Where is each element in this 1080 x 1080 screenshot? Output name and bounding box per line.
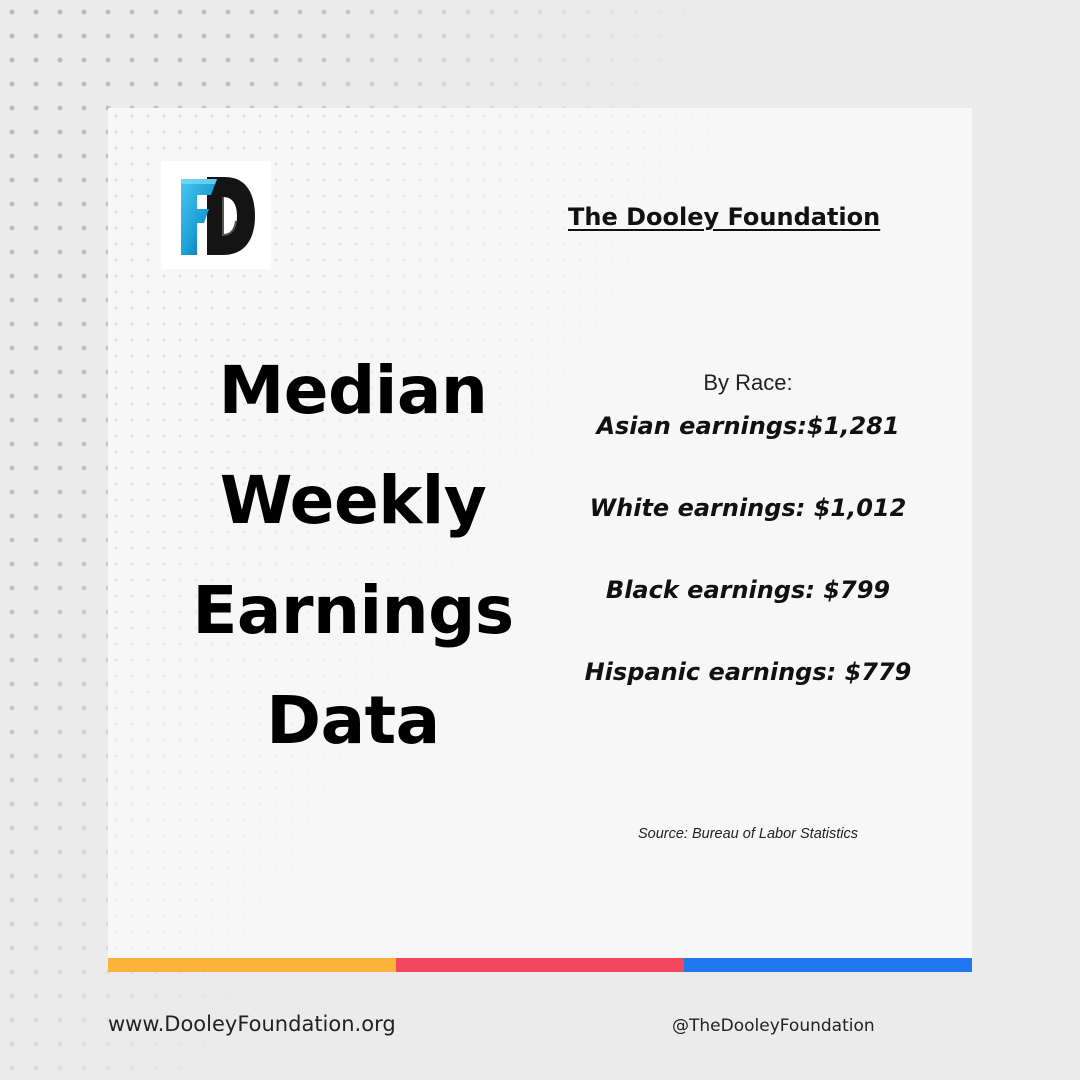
website-link[interactable]: www.DooleyFoundation.org bbox=[108, 1012, 396, 1036]
headline: Median Weekly Earnings Data bbox=[148, 336, 558, 776]
stat-hispanic-earnings: Hispanic earnings: $779 bbox=[584, 658, 912, 686]
color-stripe bbox=[108, 958, 972, 972]
stat-white-earnings: White earnings: $1,012 bbox=[589, 494, 907, 522]
source-note: Source: Bureau of Labor Statistics bbox=[637, 826, 859, 842]
stripe-blue bbox=[684, 958, 972, 972]
by-race-label: By Race: bbox=[703, 370, 793, 395]
logo bbox=[161, 161, 271, 269]
dooley-foundation-logo-icon bbox=[181, 177, 255, 255]
earnings-stats: By Race: Asian earnings:$1,281 White ear… bbox=[548, 370, 948, 738]
stripe-red bbox=[396, 958, 684, 972]
headline-line: Earnings bbox=[192, 572, 514, 649]
headline-line: Data bbox=[266, 682, 440, 759]
stripe-yellow bbox=[108, 958, 396, 972]
social-handle[interactable]: @TheDooleyFoundation bbox=[672, 1016, 875, 1036]
headline-line: Weekly bbox=[219, 462, 487, 539]
content-card: The Dooley Foundation Median Weekly Earn… bbox=[108, 108, 972, 958]
stat-black-earnings: Black earnings: $799 bbox=[605, 576, 891, 604]
organization-title: The Dooley Foundation bbox=[568, 203, 881, 231]
stat-asian-earnings: Asian earnings:$1,281 bbox=[596, 412, 900, 440]
headline-line: Median bbox=[218, 352, 488, 429]
